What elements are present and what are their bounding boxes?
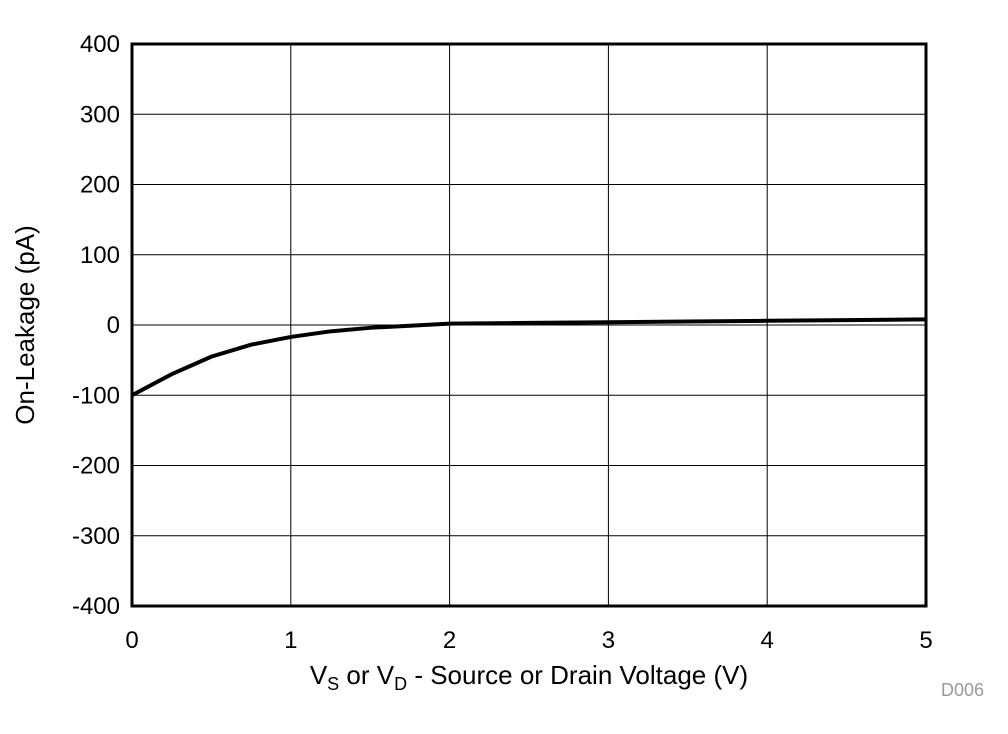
y-tick-labels: 400 300 200 100 0 -100 -200 -300 -400 [72,31,120,620]
y-tick-label: -400 [72,593,120,620]
x-tick-label: 1 [284,627,297,654]
x-tick-label: 4 [761,627,774,654]
y-tick-label: -100 [72,382,120,409]
y-tick-label: 400 [80,31,120,58]
y-axis-label: On-Leakage (pA) [10,225,40,424]
grid-lines [131,43,927,607]
x-tick-label: 2 [443,627,456,654]
y-tick-label: 0 [107,312,120,339]
figure-code: D006 [941,680,984,700]
x-tick-label: 5 [919,627,932,654]
plot-frame [130,42,928,608]
x-tick-label: 3 [602,627,615,654]
x-tick-label: 0 [125,627,138,654]
y-tick-label: -200 [72,453,120,480]
y-tick-label: 200 [80,172,120,199]
y-tick-label: 300 [80,101,120,128]
data-line [131,317,927,398]
x-tick-labels: 0 1 2 3 4 5 [125,627,932,654]
y-tick-label: -300 [72,523,120,550]
y-tick-label: 100 [80,242,120,269]
x-axis-label: VS or VD - Source or Drain Voltage (V) [310,660,748,694]
